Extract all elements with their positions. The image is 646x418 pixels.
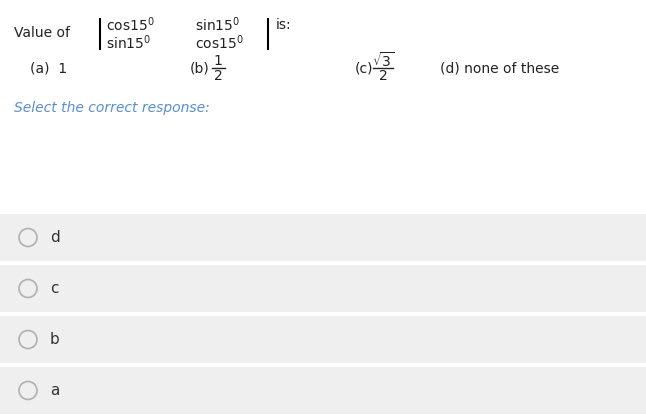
FancyBboxPatch shape <box>0 367 646 414</box>
Text: 2: 2 <box>214 69 222 83</box>
Text: 2: 2 <box>379 69 388 83</box>
Text: $\mathrm{sin}15^{0}$: $\mathrm{sin}15^{0}$ <box>106 34 151 52</box>
Text: (b): (b) <box>190 61 210 75</box>
Text: (c): (c) <box>355 61 373 75</box>
FancyBboxPatch shape <box>0 265 646 312</box>
Text: is:: is: <box>276 18 291 32</box>
Text: $\mathrm{cos}15^{0}$: $\mathrm{cos}15^{0}$ <box>106 16 154 34</box>
Text: d: d <box>50 230 59 245</box>
Text: (a)  1: (a) 1 <box>30 61 67 75</box>
Text: $\mathrm{sin}15^{0}$: $\mathrm{sin}15^{0}$ <box>195 16 240 34</box>
Text: c: c <box>50 281 59 296</box>
Text: a: a <box>50 383 59 398</box>
Text: b: b <box>50 332 59 347</box>
Text: (d) none of these: (d) none of these <box>440 61 559 75</box>
Text: $\mathrm{cos}15^{0}$: $\mathrm{cos}15^{0}$ <box>195 34 244 52</box>
Text: $\sqrt{3}$: $\sqrt{3}$ <box>372 51 394 71</box>
FancyBboxPatch shape <box>0 316 646 363</box>
Text: Select the correct response:: Select the correct response: <box>14 101 210 115</box>
FancyBboxPatch shape <box>0 214 646 261</box>
Text: Value of: Value of <box>14 26 70 40</box>
Text: 1: 1 <box>214 54 222 68</box>
